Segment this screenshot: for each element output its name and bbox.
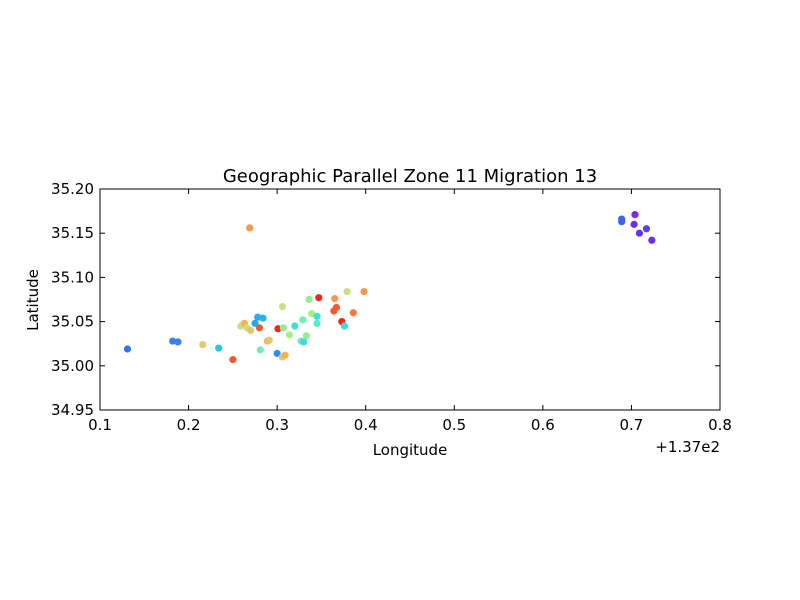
scatter-point xyxy=(343,287,351,296)
data-points xyxy=(123,211,656,364)
scatter-point xyxy=(246,224,254,232)
scatter-point xyxy=(274,325,282,333)
x-tick-label: 0.2 xyxy=(177,416,201,434)
plot-frame xyxy=(99,188,721,411)
scatter-point xyxy=(642,225,651,233)
plot-area xyxy=(100,189,720,410)
x-offset-label: +1.37e2 xyxy=(655,438,720,456)
x-tick-label: 0.5 xyxy=(442,416,466,434)
scatter-point xyxy=(308,310,316,318)
scatter-point xyxy=(251,319,259,327)
y-tick-label: 35.00 xyxy=(51,357,94,375)
x-tick-label: 0.3 xyxy=(265,416,289,434)
scatter-point xyxy=(229,356,237,364)
y-tick-label: 35.05 xyxy=(51,313,94,331)
scatter-point xyxy=(648,236,656,244)
scatter-point xyxy=(174,338,182,346)
y-tick-label: 34.95 xyxy=(51,401,94,419)
scatter-point xyxy=(255,324,264,332)
scatter-point xyxy=(332,303,341,312)
scatter-point xyxy=(340,322,349,330)
scatter-point xyxy=(281,351,289,359)
scatter-point xyxy=(305,295,313,304)
scatter-point xyxy=(313,312,321,320)
scatter-point xyxy=(300,338,308,346)
scatter-point xyxy=(278,302,287,311)
scatter-point xyxy=(313,319,321,327)
y-axis-label: Latitude xyxy=(24,269,42,331)
chart-title: Geographic Parallel Zone 11 Migration 13 xyxy=(223,166,597,187)
y-tick-label: 35.15 xyxy=(51,224,94,242)
scatter-point xyxy=(285,331,294,339)
y-tick-label: 35.20 xyxy=(51,180,94,198)
scatter-point xyxy=(299,316,307,324)
scatter-point xyxy=(618,218,626,226)
scatter-point xyxy=(256,346,264,354)
scatter-point xyxy=(635,229,644,237)
scatter-point xyxy=(215,344,223,352)
scatter-point xyxy=(349,309,357,317)
scatter-point xyxy=(302,332,310,340)
y-tick-label: 35.10 xyxy=(51,268,94,286)
scatter-point xyxy=(169,337,177,345)
scatter-point xyxy=(273,349,281,358)
x-tick-label: 0.7 xyxy=(619,416,643,434)
scatter-point xyxy=(630,220,638,228)
x-tick-label: 0.1 xyxy=(88,416,112,434)
scatter-point xyxy=(259,314,267,322)
x-tick-label: 0.8 xyxy=(708,416,732,434)
scatter-point xyxy=(279,324,287,332)
x-tick-label: 0.6 xyxy=(531,416,555,434)
scatter-point xyxy=(360,287,368,296)
scatter-point xyxy=(631,211,639,219)
axis-ticks: 0.1 0.2 0.3 0.4 0.5 0.6 0.7 0.8 34.95 35.00 35.05 3… xyxy=(51,180,732,434)
scatter-point xyxy=(123,345,132,353)
scatter-point xyxy=(254,313,262,321)
scatter-point xyxy=(199,340,207,349)
scatter-point xyxy=(291,322,299,330)
scatter-point xyxy=(265,336,273,344)
scatter-point xyxy=(331,295,339,303)
x-axis-label: Longitude xyxy=(373,441,448,459)
scatter-point xyxy=(246,326,255,335)
x-tick-label: 0.4 xyxy=(354,416,378,434)
scatter-point xyxy=(315,294,323,302)
